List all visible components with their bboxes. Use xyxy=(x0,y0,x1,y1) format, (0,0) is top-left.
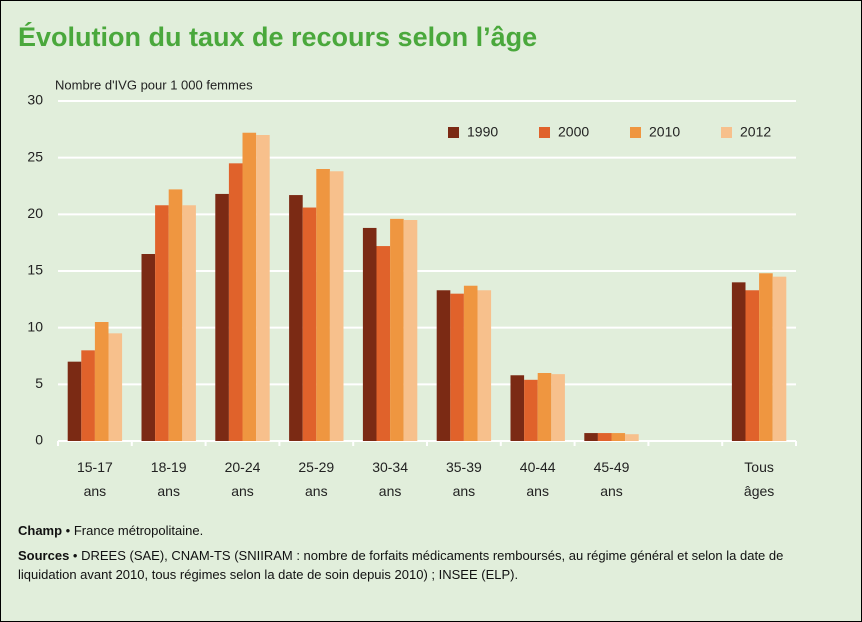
bar xyxy=(168,189,183,441)
bar xyxy=(228,163,243,442)
bar xyxy=(108,333,123,441)
bar xyxy=(256,135,270,441)
legend-label: 2000 xyxy=(558,124,589,140)
bar xyxy=(302,207,317,441)
chart-title: Évolution du taux de recours selon l’âge xyxy=(18,21,537,52)
bar xyxy=(510,375,525,441)
bar xyxy=(182,205,196,441)
note-label: Champ xyxy=(18,523,63,538)
x-tick-label: 30-34 ans xyxy=(372,459,408,499)
bar xyxy=(611,433,626,441)
bar xyxy=(390,218,404,441)
legend-label: 1990 xyxy=(467,124,498,140)
note-label: Sources xyxy=(18,548,70,563)
bar xyxy=(731,282,746,441)
y-tick-label: 10 xyxy=(27,318,43,334)
x-tick-label: 25-29 ans xyxy=(298,459,335,499)
bar xyxy=(759,273,773,441)
x-tick-label: 15-17 ans xyxy=(76,459,113,499)
legend-label: 2012 xyxy=(740,124,771,140)
bar xyxy=(584,433,598,441)
x-tick-label: 35-39 ans xyxy=(445,459,482,499)
bar xyxy=(242,132,257,441)
legend-swatch xyxy=(630,127,641,138)
bar xyxy=(450,293,464,441)
x-tick-label: Tous âges xyxy=(743,459,775,499)
y-tick-label: 30 xyxy=(27,92,43,108)
note-text: • DREES (SAE), CNAM-TS (SNIIRAM : nombre… xyxy=(18,548,784,582)
bar xyxy=(625,434,639,441)
y-tick-label: 25 xyxy=(27,148,43,164)
legend-swatch xyxy=(721,127,732,138)
bar xyxy=(463,285,478,441)
notes: Champ • France métropolitaine. Sources • … xyxy=(18,521,818,590)
x-tick-label: 40-44 ans xyxy=(519,459,556,499)
x-tick-label: 20-24 ans xyxy=(224,459,261,499)
y-tick-label: 20 xyxy=(27,205,43,221)
bar xyxy=(67,361,82,441)
bar xyxy=(376,246,391,441)
bar xyxy=(215,193,229,441)
y-tick-label: 0 xyxy=(35,432,43,448)
note-text: • France métropolitaine. xyxy=(62,523,204,538)
bar xyxy=(362,227,377,441)
x-tick-label: 18-19 ans xyxy=(150,459,187,499)
bar xyxy=(772,276,787,441)
bar xyxy=(94,322,109,441)
bar xyxy=(537,373,552,441)
legend-label: 2010 xyxy=(649,124,680,140)
bar xyxy=(524,379,538,441)
note: Champ • France métropolitaine. xyxy=(18,521,818,540)
y-tick-label: 5 xyxy=(35,375,43,391)
bar xyxy=(81,350,95,441)
bar xyxy=(329,171,344,441)
bar xyxy=(403,220,418,441)
bar xyxy=(745,290,760,441)
bar xyxy=(436,290,451,441)
y-tick-label: 15 xyxy=(27,262,43,278)
bar xyxy=(597,433,612,441)
bar xyxy=(155,205,169,441)
note: Sources • DREES (SAE), CNAM-TS (SNIIRAM … xyxy=(18,546,818,584)
x-tick-label: 45-49 ans xyxy=(593,459,630,499)
bar xyxy=(141,254,156,441)
bar xyxy=(477,290,492,441)
bar xyxy=(289,195,303,441)
legend-swatch xyxy=(539,127,550,138)
y-axis-label: Nombre d'IVG pour 1 000 femmes xyxy=(55,77,253,92)
bar xyxy=(316,169,330,441)
legend-swatch xyxy=(448,127,459,138)
bar xyxy=(551,374,565,441)
